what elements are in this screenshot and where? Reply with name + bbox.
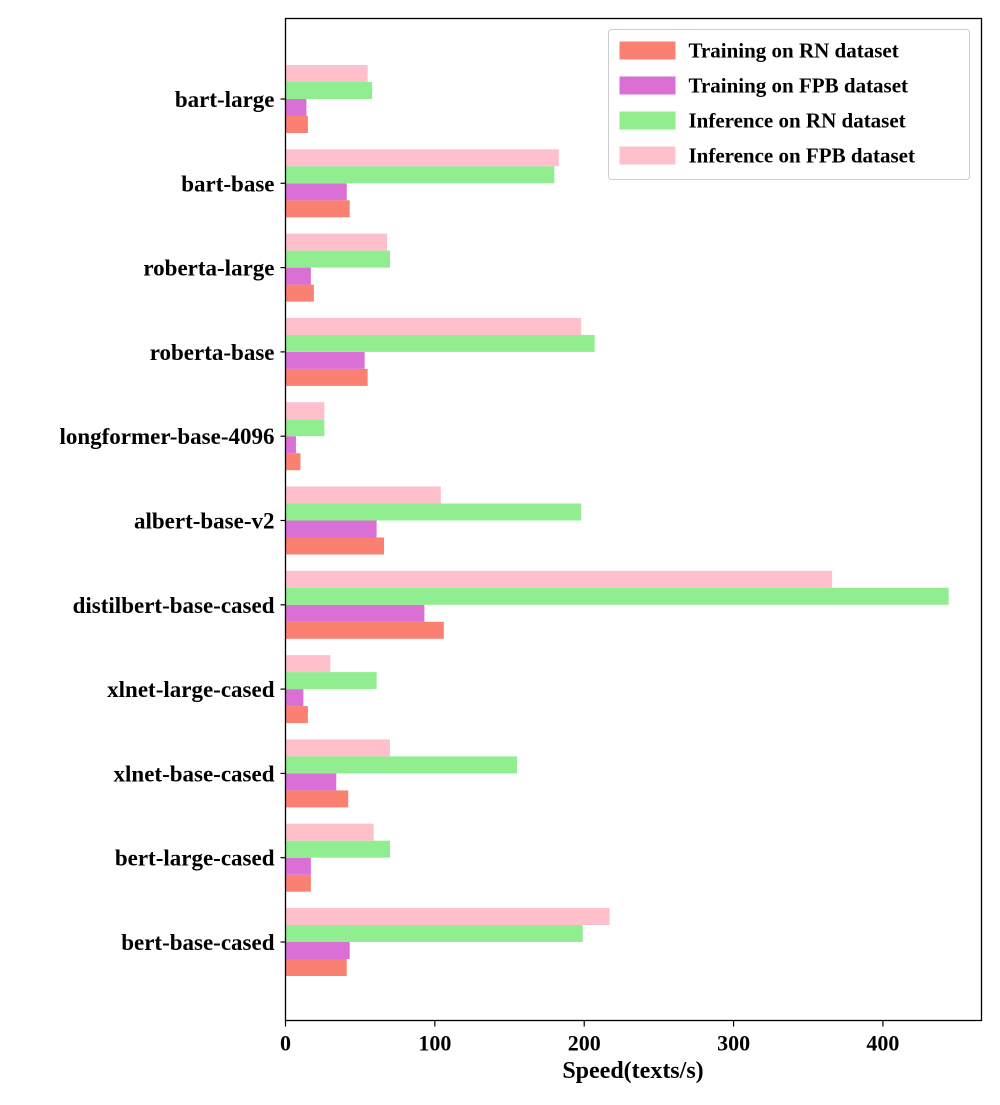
bar-distilbert-base-cased-inference-on-fpb-dataset	[285, 570, 833, 588]
bar-bart-large-inference-on-rn-dataset	[285, 82, 373, 99]
legend-swatch-training-on-rn-dataset	[619, 41, 676, 60]
legend-label-training-on-fpb-dataset: Training on FPB dataset	[689, 74, 909, 98]
y-tick-label-bert-base-cased: bert-base-cased	[121, 930, 275, 955]
legend-label-inference-on-rn-dataset: Inference on RN dataset	[689, 109, 906, 133]
plot-area-frame	[284, 17, 983, 1022]
x-tick-label-100: 100	[418, 1031, 451, 1056]
bar-roberta-base-training-on-fpb-dataset	[285, 351, 365, 369]
bar-xlnet-large-cased-inference-on-fpb-dataset	[285, 655, 331, 673]
bar-bart-base-training-on-rn-dataset	[285, 200, 350, 218]
bar-bert-base-cased-inference-on-rn-dataset	[285, 925, 583, 942]
legend-swatch-training-on-fpb-dataset	[619, 76, 676, 95]
bar-distilbert-base-cased-training-on-rn-dataset	[285, 621, 444, 639]
bar-longformer-base-4096-training-on-fpb-dataset	[285, 436, 296, 454]
bar-distilbert-base-cased-inference-on-rn-dataset	[285, 587, 949, 605]
bar-xlnet-base-cased-inference-on-rn-dataset	[285, 756, 518, 774]
y-tick-label-longformer-base-4096: longformer-base-4096	[59, 424, 274, 449]
bar-bart-base-training-on-fpb-dataset	[285, 183, 347, 201]
y-tick-label-roberta-base: roberta-base	[150, 340, 275, 365]
bars-layer	[285, 65, 949, 976]
x-axis-label: Speed(texts/s)	[562, 1058, 703, 1084]
bar-bart-large-training-on-rn-dataset	[285, 116, 308, 133]
bar-bert-large-cased-training-on-fpb-dataset	[285, 857, 311, 875]
bar-longformer-base-4096-training-on-rn-dataset	[285, 453, 301, 471]
y-tick-label-xlnet-base-cased: xlnet-base-cased	[114, 761, 275, 786]
x-tick-label-300: 300	[717, 1031, 750, 1056]
bar-roberta-large-inference-on-rn-dataset	[285, 250, 391, 268]
x-axis-ticks: 0 100 200 300 400	[280, 1020, 899, 1056]
bar-bart-base-inference-on-fpb-dataset	[285, 149, 559, 167]
x-tick-label-200: 200	[568, 1031, 601, 1056]
y-tick-label-bert-large-cased: bert-large-cased	[115, 846, 275, 871]
bar-bart-base-inference-on-rn-dataset	[285, 166, 555, 184]
x-tick-label-0: 0	[280, 1031, 291, 1056]
bar-albert-base-v2-inference-on-rn-dataset	[285, 503, 582, 521]
bar-distilbert-base-cased-training-on-fpb-dataset	[285, 604, 425, 622]
bar-bert-large-cased-inference-on-rn-dataset	[285, 840, 391, 858]
y-tick-label-albert-base-v2: albert-base-v2	[134, 509, 275, 534]
bar-xlnet-large-cased-training-on-rn-dataset	[285, 706, 308, 724]
legend-label-training-on-rn-dataset: Training on RN dataset	[689, 39, 899, 63]
bar-bert-base-cased-inference-on-fpb-dataset	[285, 908, 610, 925]
legend-swatch-inference-on-fpb-dataset	[619, 146, 676, 165]
bar-xlnet-base-cased-inference-on-fpb-dataset	[285, 739, 391, 757]
bar-bert-base-cased-training-on-fpb-dataset	[285, 942, 350, 959]
bar-albert-base-v2-training-on-rn-dataset	[285, 537, 385, 555]
legend-box	[608, 29, 970, 180]
bar-bert-large-cased-inference-on-fpb-dataset	[285, 823, 374, 841]
bar-albert-base-v2-inference-on-fpb-dataset	[285, 486, 441, 504]
bar-roberta-large-inference-on-fpb-dataset	[285, 233, 388, 251]
bar-roberta-large-training-on-fpb-dataset	[285, 267, 311, 285]
bar-roberta-base-inference-on-fpb-dataset	[285, 317, 582, 335]
bar-bert-large-cased-training-on-rn-dataset	[285, 874, 311, 892]
x-tick-label-400: 400	[866, 1031, 899, 1056]
bar-xlnet-base-cased-training-on-rn-dataset	[285, 790, 349, 808]
bar-albert-base-v2-training-on-fpb-dataset	[285, 520, 377, 538]
legend-swatch-inference-on-rn-dataset	[619, 111, 676, 130]
bar-longformer-base-4096-inference-on-rn-dataset	[285, 419, 325, 437]
bar-xlnet-base-cased-training-on-fpb-dataset	[285, 773, 337, 791]
bar-roberta-large-training-on-rn-dataset	[285, 284, 314, 302]
y-tick-label-bart-base: bart-base	[181, 171, 274, 196]
y-tick-label-roberta-large: roberta-large	[143, 256, 274, 281]
bar-longformer-base-4096-inference-on-fpb-dataset	[285, 402, 325, 420]
y-tick-label-distilbert-base-cased: distilbert-base-cased	[73, 593, 275, 618]
bar-bart-large-inference-on-fpb-dataset	[285, 65, 368, 82]
legend: Training on RN dataset Training on FPB da…	[608, 29, 970, 180]
bar-xlnet-large-cased-inference-on-rn-dataset	[285, 672, 377, 690]
y-axis-labels: bart-large bart-base roberta-large roberta-…	[59, 87, 286, 955]
bar-roberta-base-inference-on-rn-dataset	[285, 334, 595, 352]
bar-bert-base-cased-training-on-rn-dataset	[285, 959, 347, 976]
legend-label-inference-on-fpb-dataset: Inference on FPB dataset	[689, 144, 916, 168]
y-tick-label-xlnet-large-cased: xlnet-large-cased	[107, 677, 275, 702]
bar-bart-large-training-on-fpb-dataset	[285, 99, 307, 116]
y-tick-label-bart-large: bart-large	[175, 87, 275, 112]
bar-roberta-base-training-on-rn-dataset	[285, 368, 368, 386]
bar-xlnet-large-cased-training-on-fpb-dataset	[285, 689, 304, 707]
